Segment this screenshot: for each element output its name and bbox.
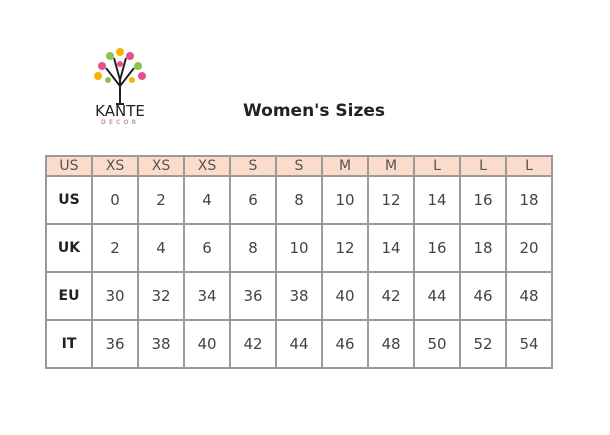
size-cell: 16 [459,175,507,225]
header-cell: L [459,155,507,177]
size-cell: 2 [91,223,139,273]
size-cell: 44 [275,319,323,369]
tree-logo-icon [94,48,146,105]
table-row: IT 36 38 40 42 44 46 48 50 52 54 [45,319,553,369]
brand-name: KANTE [95,102,145,120]
size-cell: 18 [505,175,553,225]
size-cell: 42 [367,271,415,321]
size-cell: 52 [459,319,507,369]
size-cell: 34 [183,271,231,321]
size-cell: 10 [275,223,323,273]
size-cell: 48 [505,271,553,321]
table-row: EU 30 32 34 36 38 40 42 44 46 48 [45,271,553,321]
size-cell: 0 [91,175,139,225]
size-cell: 16 [413,223,461,273]
size-cell: 40 [321,271,369,321]
size-cell: 46 [459,271,507,321]
header-cell: M [367,155,415,177]
size-cell: 18 [459,223,507,273]
header-cell: L [413,155,461,177]
header-cell: L [505,155,553,177]
header-cell: S [275,155,323,177]
header-cell: XS [137,155,185,177]
size-cell: 30 [91,271,139,321]
header-cell: S [229,155,277,177]
size-chart-table: US XS XS XS S S M M L L L US 0 2 4 6 8 10 12 14 16 18 UK 2 4 6 8 10… [45,155,553,369]
row-label: US [45,175,93,225]
table-row: US 0 2 4 6 8 10 12 14 16 18 [45,175,553,225]
size-cell: 12 [321,223,369,273]
size-cell: 8 [275,175,323,225]
size-cell: 54 [505,319,553,369]
size-cell: 50 [413,319,461,369]
size-cell: 20 [505,223,553,273]
size-cell: 6 [229,175,277,225]
header-cell: M [321,155,369,177]
row-label: IT [45,319,93,369]
header-cell: XS [183,155,231,177]
header-row: US XS XS XS S S M M L L L [45,155,553,177]
header-cell: XS [91,155,139,177]
row-label: UK [45,223,93,273]
table-row: UK 2 4 6 8 10 12 14 16 18 20 [45,223,553,273]
brand-subtitle: DECOR [100,119,140,126]
size-cell: 46 [321,319,369,369]
size-cell: 10 [321,175,369,225]
size-cell: 42 [229,319,277,369]
size-cell: 12 [367,175,415,225]
row-label: EU [45,271,93,321]
size-cell: 48 [367,319,415,369]
size-cell: 4 [183,175,231,225]
size-cell: 32 [137,271,185,321]
size-cell: 2 [137,175,185,225]
size-cell: 36 [91,319,139,369]
size-cell: 8 [229,223,277,273]
page-title: Women's Sizes [243,101,386,121]
size-cell: 36 [229,271,277,321]
size-cell: 40 [183,319,231,369]
size-cell: 14 [413,175,461,225]
size-cell: 6 [183,223,231,273]
size-cell: 38 [275,271,323,321]
size-cell: 38 [137,319,185,369]
size-cell: 14 [367,223,415,273]
header-cell: US [45,155,93,177]
size-cell: 4 [137,223,185,273]
size-cell: 44 [413,271,461,321]
